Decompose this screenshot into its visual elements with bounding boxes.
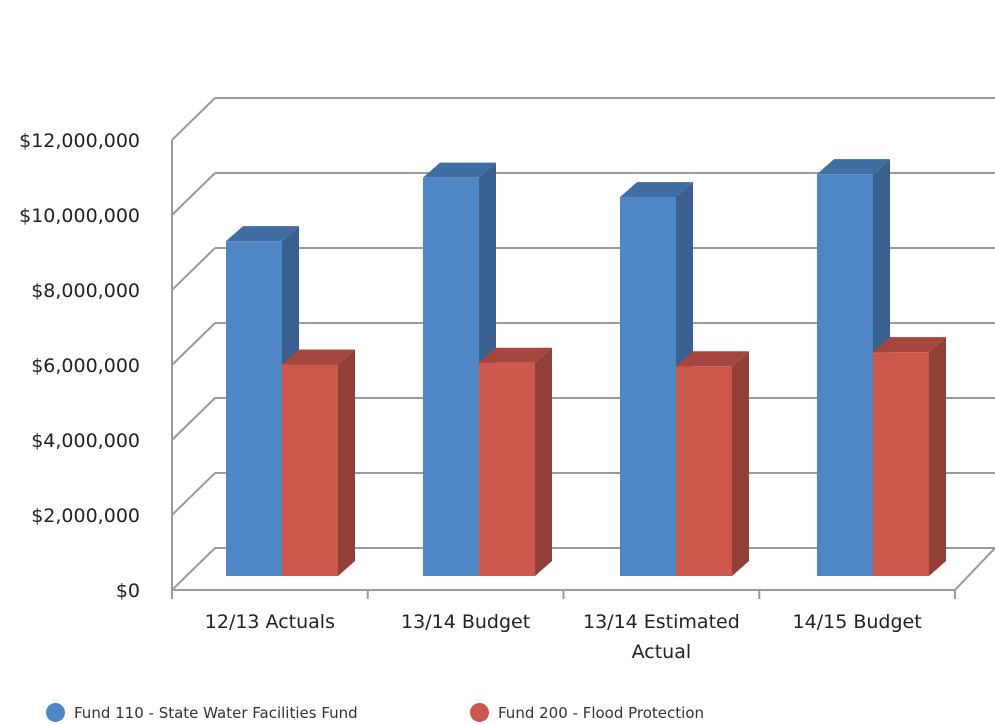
side-wall-gridline [171, 397, 216, 441]
bar-fund-200-3 [873, 337, 946, 576]
side-wall-gridline [171, 472, 216, 516]
bar-fund-200-0 [282, 349, 355, 576]
x-axis-category-labels: 12/13 Actuals 13/14 Budget 13/14 Estimated… [205, 611, 922, 663]
legend: Fund 110 - State Water Facilities Fund F… [0, 701, 995, 724]
x-category-label: 13/14 Estimated [583, 611, 740, 633]
y-tick-label: $4,000,000 [31, 430, 140, 452]
x-category-label: 14/15 Budget [793, 611, 922, 633]
y-tick-label: $10,000,000 [19, 205, 140, 227]
legend-item-fund-200: Fund 200 - Flood Protection [470, 703, 704, 722]
y-tick-label: $12,000,000 [19, 130, 140, 152]
y-tick-label: $6,000,000 [31, 355, 140, 377]
legend-label-fund-110: Fund 110 - State Water Facilities Fund [74, 703, 358, 722]
side-wall-gridline [171, 322, 216, 366]
y-tick-label: $2,000,000 [31, 505, 140, 527]
x-category-label: 12/13 Actuals [205, 611, 335, 633]
side-wall-gridline [171, 97, 216, 141]
bar-chart: $0 $2,000,000 $4,000,000 $6,000,000 $8,000,0… [19, 97, 995, 663]
x-category-label: Actual [632, 641, 692, 663]
y-tick-label: $0 [116, 580, 140, 602]
bar-fund-200-2 [676, 351, 749, 576]
x-category-label: 13/14 Budget [401, 611, 530, 633]
y-tick-label: $8,000,000 [31, 280, 140, 302]
side-wall-gridline [171, 172, 216, 216]
bar-fund-200-1 [479, 347, 552, 576]
floor-right-edge [954, 547, 995, 591]
side-wall-gridline [171, 247, 216, 291]
legend-swatch-fund-200 [470, 703, 489, 722]
legend-label-fund-200: Fund 200 - Flood Protection [498, 703, 705, 722]
side-wall-gridline [171, 547, 216, 591]
legend-item-fund-110: Fund 110 - State Water Facilities Fund [46, 703, 358, 722]
legend-swatch-fund-110 [46, 703, 65, 722]
bars [226, 159, 946, 577]
y-axis-tick-labels: $0 $2,000,000 $4,000,000 $6,000,000 $8,000,0… [19, 130, 140, 602]
